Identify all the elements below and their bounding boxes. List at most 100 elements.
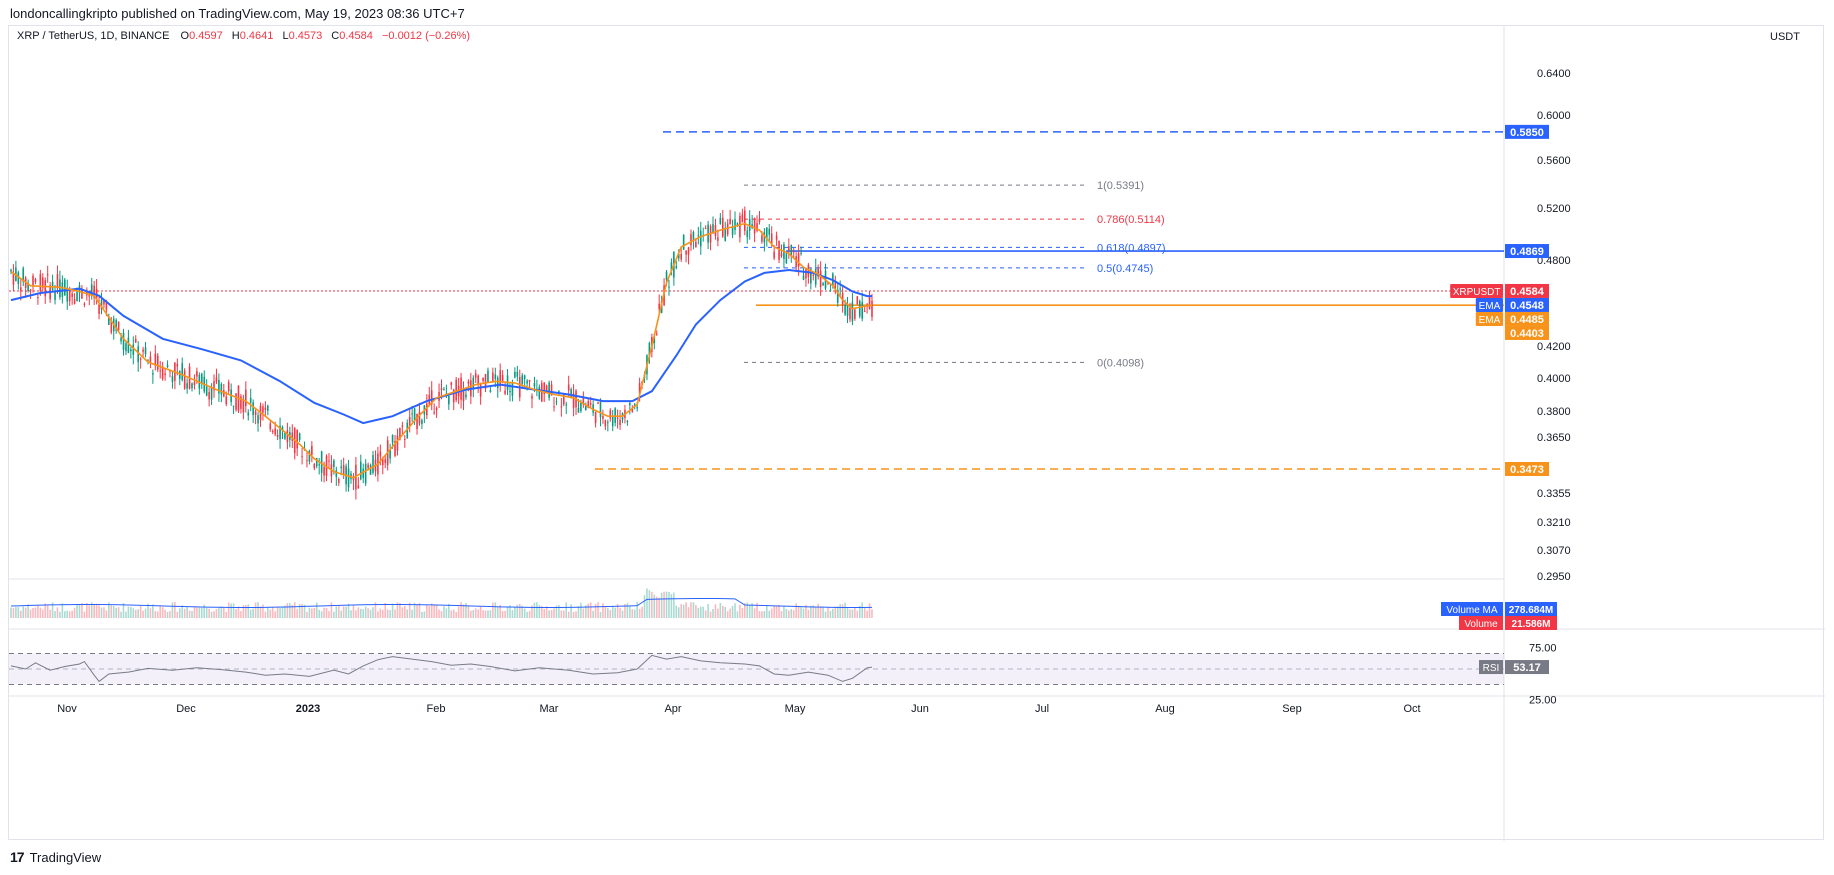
volume-bar — [237, 606, 240, 618]
volume-ma-tag — [1441, 602, 1503, 616]
chart-frame[interactable]: XRP / TetherUS, 1D, BINANCE O0.4597 H0.4… — [8, 25, 1825, 841]
price-tick-label: 0.2950 — [1537, 571, 1571, 583]
candle-body — [186, 383, 188, 389]
volume-bar — [753, 608, 756, 618]
candle-body — [183, 370, 186, 389]
volume-bar — [626, 602, 629, 618]
candle-body — [479, 384, 482, 397]
volume-bar — [44, 603, 47, 618]
volume-bar — [12, 607, 15, 618]
volume-bar — [589, 602, 592, 618]
volume-bar — [367, 608, 369, 618]
candle-body — [95, 288, 98, 299]
volume-bar — [841, 604, 844, 618]
tradingview-footer[interactable]: 17 TradingView — [10, 849, 101, 865]
candle-body — [670, 262, 673, 271]
candle-body — [352, 478, 355, 481]
volume-bar — [721, 605, 724, 618]
candle-body — [196, 371, 198, 377]
volume-bar — [318, 609, 320, 618]
time-tick-label: Apr — [664, 703, 681, 715]
candle-body — [819, 270, 822, 288]
candle-body — [320, 451, 323, 473]
volume-bar — [110, 605, 113, 618]
volume-bar — [863, 607, 866, 618]
volume-bar — [768, 610, 771, 618]
volume-bar — [249, 609, 252, 618]
candle-body — [90, 284, 93, 296]
candle-body — [528, 380, 531, 382]
candle-body — [274, 428, 276, 435]
volume-tag — [1459, 616, 1503, 630]
volume-bar — [775, 605, 778, 618]
candle-body — [362, 468, 365, 478]
candle-body — [829, 290, 832, 292]
candle-body — [472, 377, 475, 389]
volume-bar — [418, 602, 421, 618]
volume-bar — [550, 610, 553, 618]
price-chart[interactable]: XRP / TetherUS, 1D, BINANCE O0.4597 H0.4… — [9, 26, 1825, 841]
candle-body — [68, 289, 71, 302]
last-price-tag-label: XRPUSDT — [1453, 287, 1501, 298]
candle-body — [658, 303, 660, 310]
volume-bar — [577, 606, 580, 618]
volume-bar — [323, 607, 325, 618]
volume-bar — [34, 607, 37, 618]
volume-bar — [274, 611, 276, 618]
price-axis[interactable]: 0.64000.60000.56000.52000.48000.42000.40… — [1537, 68, 1571, 583]
volume-bar — [66, 610, 69, 618]
volume-bar — [761, 611, 763, 618]
volume-bar — [599, 611, 602, 618]
candle-body — [323, 467, 325, 476]
volume-bar — [408, 602, 411, 618]
candle-body — [729, 218, 731, 225]
volume-ma-badge — [1505, 602, 1557, 616]
volume-bar — [712, 608, 714, 618]
candle-body — [631, 408, 634, 412]
candle-body — [602, 416, 604, 419]
rsi-badge — [1505, 660, 1549, 675]
volume-bar — [758, 611, 761, 618]
volume-bar — [528, 610, 531, 618]
volume-bar — [822, 607, 824, 618]
volume-bar — [780, 611, 783, 618]
volume-bar — [665, 591, 668, 618]
volume-bar — [751, 603, 753, 618]
candle-body — [396, 435, 399, 451]
candle-body — [477, 375, 479, 385]
candle-body — [291, 432, 294, 441]
volume-bar — [824, 611, 827, 618]
candle-body — [156, 355, 159, 370]
volume-bar — [355, 610, 357, 618]
volume-bar — [633, 609, 636, 618]
time-axis[interactable]: Nov Dec 2023 Feb Mar Apr May Jun Jul Aug Sep Oct — [57, 703, 1420, 715]
candle-body — [359, 461, 362, 480]
legend-low-label: L — [282, 30, 288, 42]
candle-body — [540, 383, 543, 402]
candle-body — [538, 386, 541, 399]
volume-bar — [611, 605, 614, 618]
volume-bar — [836, 606, 839, 618]
volume-bar — [227, 602, 230, 618]
volume-bar — [345, 606, 347, 618]
volume-bar — [267, 607, 269, 618]
candle-body — [611, 416, 614, 427]
ema-slow-tag — [1475, 297, 1503, 312]
volume-bar — [73, 607, 76, 618]
candle-body — [426, 403, 428, 416]
volume-bar — [580, 602, 582, 618]
candle-body — [616, 417, 619, 419]
candle-body — [467, 381, 470, 384]
candle-body — [220, 383, 223, 395]
candle-body — [389, 450, 391, 459]
level-0585-badge-value: 0.5850 — [1510, 127, 1544, 139]
candle-body — [756, 222, 758, 231]
volume-bar — [120, 611, 122, 618]
volume-bar — [218, 607, 220, 618]
volume-bar — [560, 610, 563, 618]
candle-body — [171, 376, 174, 382]
last-price-tag — [1450, 283, 1503, 298]
volume-bar — [714, 604, 717, 618]
volume-bar — [570, 604, 572, 618]
candle-body — [381, 457, 384, 466]
